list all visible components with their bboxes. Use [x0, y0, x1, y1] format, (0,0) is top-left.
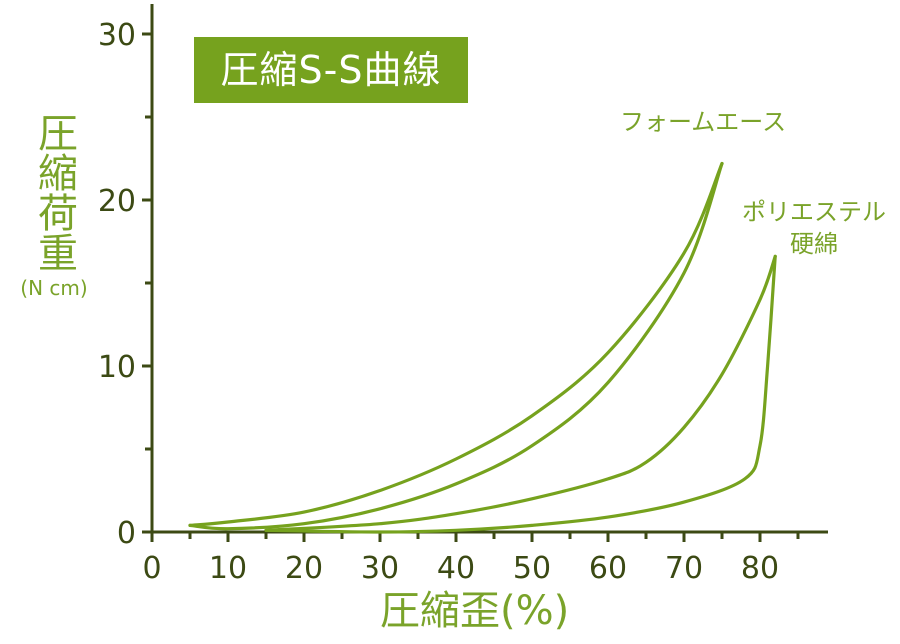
series-label-polyester-line1: ポリエステル: [742, 198, 886, 226]
x-tick-label: 10: [209, 551, 247, 586]
x-tick-label: 30: [361, 551, 399, 586]
chart-title: 圧縮S-S曲線: [194, 37, 468, 103]
x-tick-label: 40: [437, 551, 475, 586]
x-tick-label: 80: [741, 551, 779, 586]
y-axis-title: 圧縮荷重: [31, 112, 77, 272]
x-tick-label: 60: [589, 551, 627, 586]
series-label-polyester-line2: 硬綿: [790, 230, 838, 258]
y-tick-label: 30: [98, 18, 136, 53]
series-1-unloading-curve: [264, 254, 777, 534]
y-axis-label: 圧縮荷重 (N cm): [14, 112, 94, 300]
y-tick-label: 10: [98, 350, 136, 385]
series-1-loading-curve: [264, 254, 777, 532]
axes: 0 10 20 30 0 10 20 30 40 50 60 70 80: [98, 4, 828, 586]
y-tick-label: 20: [98, 184, 136, 219]
x-tick-label: 50: [513, 551, 551, 586]
series-label-polyester: ポリエステル 硬綿: [742, 196, 886, 260]
series-layer: [188, 161, 777, 534]
series-label-foam-ace: フォームエース: [620, 108, 787, 136]
x-tick-label: 70: [665, 551, 703, 586]
series-0-unloading-curve: [188, 161, 724, 531]
series-0-loading-curve: [188, 161, 724, 527]
y-axis-unit: (N cm): [20, 276, 88, 300]
x-tick-label: 20: [285, 551, 323, 586]
x-axis-label: 圧縮歪(%): [380, 588, 570, 634]
x-tick-label: 0: [142, 551, 161, 586]
y-tick-label: 0: [117, 516, 136, 551]
